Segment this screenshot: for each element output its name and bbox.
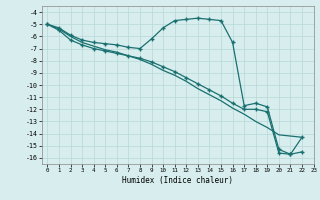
X-axis label: Humidex (Indice chaleur): Humidex (Indice chaleur) (122, 176, 233, 185)
